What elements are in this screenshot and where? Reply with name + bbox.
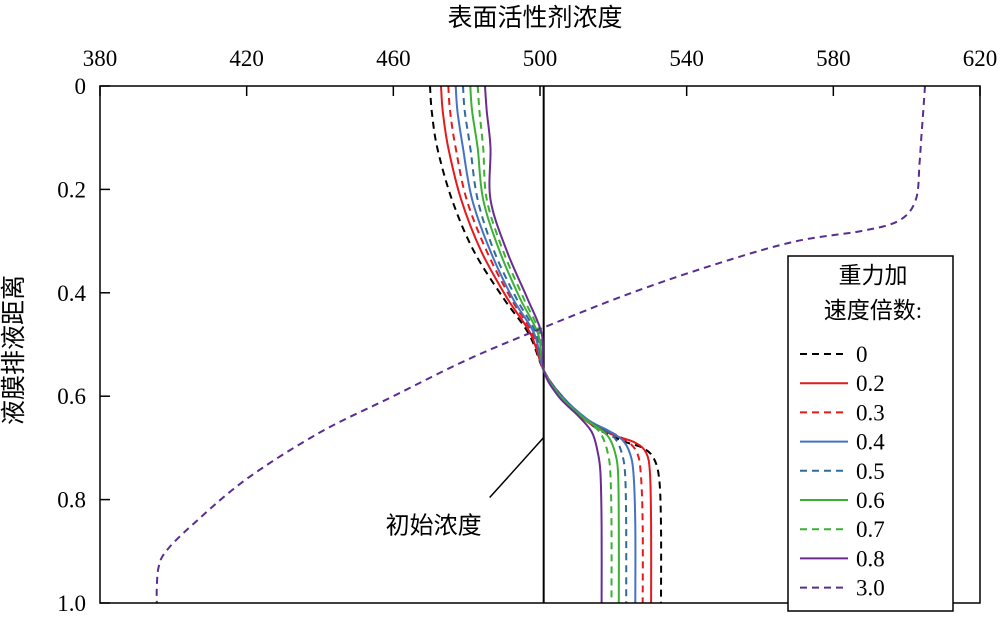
y-ticks: 0 0.2 0.4 0.6 0.8 1.0: [57, 74, 110, 616]
y-tick-label: 1.0: [57, 591, 86, 616]
legend-label: 0.3: [856, 400, 885, 425]
x-tick-label: 380: [83, 46, 118, 71]
legend-box: [787, 255, 954, 612]
y-tick-label: 0.2: [57, 177, 86, 202]
legend-label: 0.7: [856, 517, 885, 542]
legend-label: 0.6: [856, 488, 885, 513]
x-tick-label: 620: [963, 46, 998, 71]
series-line-3: [454, 85, 637, 604]
legend-title-line1: 重力加: [839, 263, 908, 288]
x-tick-label: 420: [229, 46, 264, 71]
y-tick-label: 0.8: [57, 488, 86, 513]
x-tick-label: 500: [523, 46, 558, 71]
legend-label: 3.0: [856, 576, 885, 601]
legend-label: 0: [856, 342, 868, 367]
legend: 重力加 速度倍数: 0 0.2 0.3 0.4 0.5 0.6 0.7 0.8 3.0: [787, 255, 954, 612]
x-tick-label: 540: [669, 46, 704, 71]
x-axis-title: 表面活性剂浓度: [447, 4, 622, 32]
legend-title-line2: 速度倍数:: [824, 298, 922, 323]
legend-label: 0.4: [856, 430, 885, 455]
y-tick-label: 0.4: [57, 281, 86, 306]
x-tick-label: 580: [816, 46, 851, 71]
plot-frame: [99, 85, 981, 604]
x-tick-label: 460: [376, 46, 411, 71]
legend-label: 0.5: [856, 459, 885, 484]
legend-label: 0.8: [856, 546, 885, 571]
series-group: [155, 85, 926, 604]
legend-entries: 0 0.2 0.3 0.4 0.5 0.6 0.7 0.8 3.0: [800, 342, 885, 601]
annotation-pointer: [489, 437, 545, 499]
annotation-label: 初始浓度: [386, 513, 482, 540]
x-ticks: 380 420 460 500 540 580 620: [83, 46, 998, 96]
series-line-7: [484, 85, 603, 604]
y-tick-label: 0: [75, 74, 87, 99]
y-axis-title: 液膜排液距离: [0, 275, 28, 425]
legend-label: 0.2: [856, 371, 885, 396]
series-line-2: [447, 85, 644, 604]
y-tick-label: 0.6: [57, 384, 86, 409]
